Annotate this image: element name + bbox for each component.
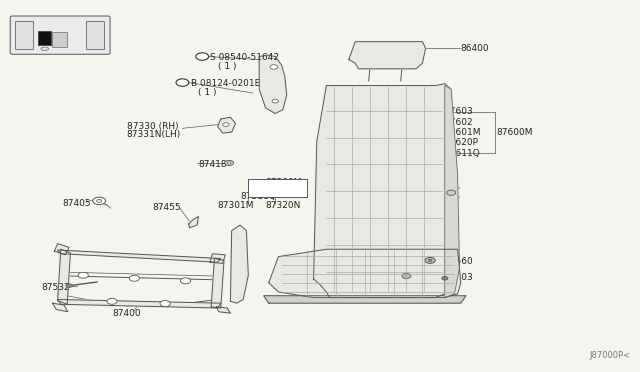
Circle shape (428, 259, 432, 262)
Polygon shape (58, 299, 221, 308)
Polygon shape (218, 117, 236, 133)
Text: B: B (180, 80, 185, 86)
Text: 87620P: 87620P (445, 138, 479, 147)
Circle shape (160, 301, 170, 307)
Text: 87405: 87405 (63, 199, 92, 208)
Text: 87602: 87602 (445, 118, 474, 126)
Text: J87000P<: J87000P< (589, 351, 630, 360)
Polygon shape (58, 250, 221, 262)
Polygon shape (264, 296, 466, 303)
Polygon shape (54, 244, 69, 255)
Polygon shape (211, 259, 224, 308)
Polygon shape (349, 42, 426, 69)
Text: ( 1 ): ( 1 ) (218, 62, 236, 71)
Text: 86400: 86400 (461, 44, 490, 53)
Circle shape (442, 276, 448, 280)
Bar (52, 32, 67, 46)
Circle shape (176, 79, 189, 86)
Text: B 08124-0201E: B 08124-0201E (191, 79, 260, 88)
Text: 87301M: 87301M (218, 201, 254, 210)
Circle shape (225, 160, 234, 166)
Circle shape (272, 99, 278, 103)
Circle shape (107, 298, 117, 304)
Text: 87455: 87455 (152, 203, 181, 212)
Text: 87400: 87400 (112, 309, 141, 318)
Circle shape (129, 275, 140, 281)
Text: S: S (200, 54, 205, 60)
Polygon shape (269, 249, 461, 298)
Circle shape (223, 123, 229, 126)
Bar (38, 31, 51, 45)
Text: 87600M: 87600M (496, 128, 532, 137)
Bar (86, 21, 104, 49)
Circle shape (196, 53, 209, 60)
Polygon shape (52, 303, 68, 312)
Polygon shape (259, 55, 287, 113)
Bar (15, 21, 33, 49)
Text: 87331N(LH): 87331N(LH) (127, 130, 181, 139)
Text: 87330 (RH): 87330 (RH) (127, 122, 179, 131)
Circle shape (447, 190, 456, 195)
Text: 87320N: 87320N (266, 201, 301, 210)
Circle shape (93, 197, 106, 205)
Polygon shape (189, 217, 198, 228)
Text: ( 1 ): ( 1 ) (198, 88, 217, 97)
Text: 87611Q: 87611Q (445, 149, 481, 158)
Text: 87603: 87603 (445, 107, 474, 116)
Circle shape (78, 272, 88, 278)
FancyBboxPatch shape (10, 16, 110, 54)
Circle shape (425, 257, 435, 263)
Circle shape (180, 278, 191, 284)
Polygon shape (230, 225, 248, 303)
Text: 87418: 87418 (198, 160, 227, 169)
Text: 87532: 87532 (42, 283, 70, 292)
Text: 87601M: 87601M (445, 128, 481, 137)
Text: 87311Q: 87311Q (240, 192, 276, 201)
Polygon shape (210, 254, 225, 263)
Text: S 08540-51642: S 08540-51642 (210, 53, 279, 62)
Polygon shape (445, 86, 460, 298)
Circle shape (66, 284, 72, 288)
Circle shape (97, 199, 102, 202)
Text: 87503: 87503 (445, 273, 474, 282)
Ellipse shape (41, 47, 49, 50)
Circle shape (402, 273, 411, 279)
Text: 87560: 87560 (445, 257, 474, 266)
Polygon shape (216, 307, 230, 313)
Text: 87300M: 87300M (266, 178, 302, 187)
FancyBboxPatch shape (248, 179, 307, 197)
Circle shape (270, 65, 278, 69)
Circle shape (227, 162, 231, 164)
Polygon shape (314, 84, 454, 298)
Polygon shape (58, 249, 70, 304)
